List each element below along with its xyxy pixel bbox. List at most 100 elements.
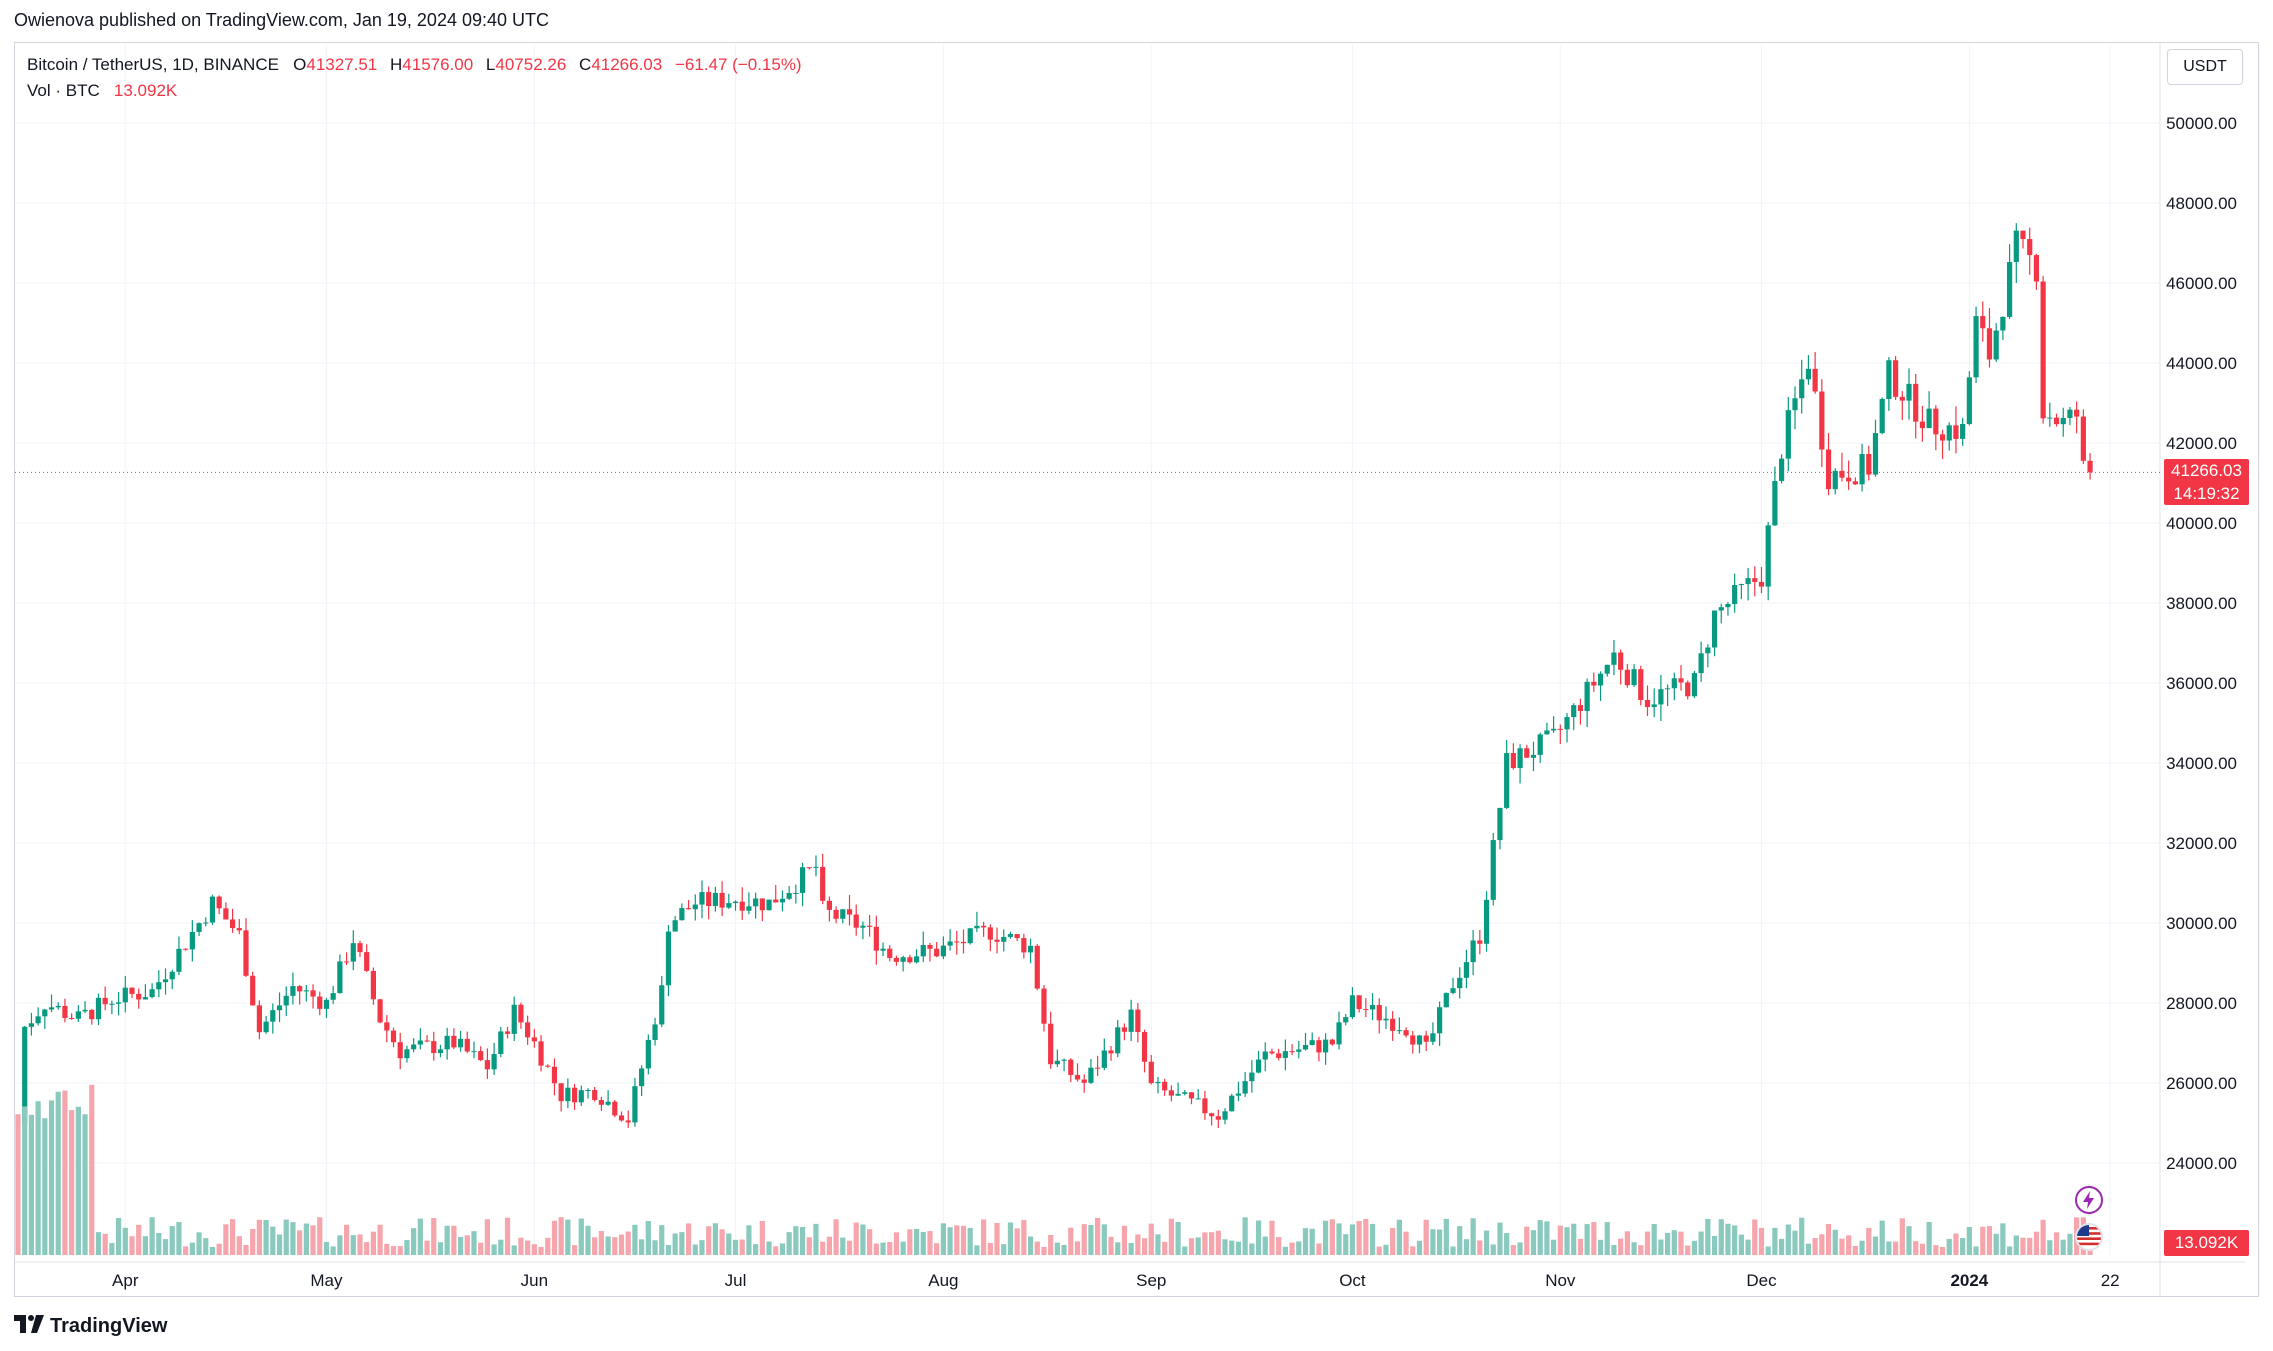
candle-body[interactable] (1618, 652, 1624, 670)
candle-body[interactable] (1571, 705, 1577, 718)
candle-body[interactable] (1182, 1092, 1188, 1094)
candle-body[interactable] (1859, 454, 1865, 485)
candle-body[interactable] (1732, 585, 1738, 604)
candle-body[interactable] (1242, 1081, 1248, 1094)
candle-body[interactable] (1785, 410, 1791, 459)
candle-body[interactable] (1758, 581, 1765, 587)
candle-body[interactable] (109, 1003, 115, 1005)
candle-body[interactable] (1155, 1081, 1161, 1084)
candle-body[interactable] (1551, 728, 1557, 731)
candle-body[interactable] (954, 941, 960, 943)
candle-body[interactable] (538, 1041, 544, 1066)
candle-body[interactable] (1175, 1093, 1181, 1096)
candle-body[interactable] (229, 919, 236, 929)
candle-body[interactable] (216, 896, 222, 909)
candle-body[interactable] (1966, 377, 1972, 425)
candle-body[interactable] (1946, 425, 1952, 441)
candle-body[interactable] (1906, 383, 1912, 401)
candle-body[interactable] (887, 948, 893, 958)
candle-body[interactable] (2000, 316, 2006, 331)
candle-body[interactable] (1604, 664, 1610, 674)
candle-body[interactable] (893, 957, 900, 962)
candle-body[interactable] (1597, 673, 1604, 686)
candle-body[interactable] (444, 1035, 450, 1050)
candle-body[interactable] (981, 925, 987, 928)
candle-body[interactable] (1671, 678, 1677, 689)
candle-body[interactable] (397, 1042, 403, 1059)
candle-body[interactable] (1852, 481, 1858, 485)
candle-body[interactable] (498, 1031, 504, 1054)
candle-body[interactable] (618, 1115, 625, 1121)
candle-body[interactable] (28, 1023, 35, 1027)
candle-body[interactable] (2060, 418, 2066, 425)
candle-body[interactable] (639, 1068, 645, 1087)
candle-body[interactable] (1939, 434, 1946, 441)
candle-body[interactable] (1913, 383, 1919, 422)
candle-body[interactable] (645, 1039, 651, 1069)
candle-body[interactable] (2053, 417, 2060, 425)
candle-body[interactable] (1611, 652, 1617, 665)
candle-body[interactable] (1886, 360, 1892, 400)
candle-body[interactable] (1343, 1017, 1349, 1023)
candle-body[interactable] (940, 945, 946, 957)
candle-body[interactable] (1866, 454, 1872, 475)
candle-body[interactable] (491, 1053, 497, 1070)
candle-body[interactable] (1048, 1023, 1054, 1065)
candle-body[interactable] (1973, 316, 1979, 378)
candle-body[interactable] (1410, 1035, 1416, 1045)
candle-body[interactable] (343, 961, 350, 963)
candle-body[interactable] (337, 961, 343, 994)
candle-body[interactable] (867, 925, 873, 927)
candle-body[interactable] (2074, 409, 2080, 417)
candle-body[interactable] (243, 930, 249, 976)
candle-body[interactable] (706, 892, 712, 907)
lightning-bolt-icon[interactable] (2075, 1186, 2103, 1214)
candle-body[interactable] (558, 1083, 564, 1102)
candle-body[interactable] (1524, 748, 1530, 758)
candle-body[interactable] (1899, 396, 1905, 401)
candle-body[interactable] (464, 1038, 470, 1052)
candle-body[interactable] (1068, 1059, 1074, 1075)
candle-body[interactable] (1960, 424, 1966, 439)
candle-body[interactable] (1282, 1051, 1288, 1058)
candle-body[interactable] (256, 1005, 263, 1033)
candle-body[interactable] (779, 898, 786, 903)
candle-body[interactable] (1235, 1093, 1242, 1096)
candle-body[interactable] (169, 971, 175, 980)
candle-body[interactable] (196, 923, 202, 932)
candle-body[interactable] (571, 1087, 578, 1103)
candle-body[interactable] (35, 1016, 41, 1024)
candle-body[interactable] (2027, 239, 2033, 256)
candle-body[interactable] (726, 903, 732, 908)
candle-body[interactable] (833, 909, 839, 919)
candle-body[interactable] (1443, 992, 1449, 1008)
candle-body[interactable] (55, 1005, 61, 1008)
candle-body[interactable] (592, 1090, 598, 1101)
candle-body[interactable] (1195, 1098, 1201, 1100)
candle-body[interactable] (89, 1009, 95, 1020)
candle-body[interactable] (69, 1017, 75, 1019)
candle-body[interactable] (162, 979, 169, 983)
candle-body[interactable] (95, 997, 102, 1020)
candle-body[interactable] (766, 899, 772, 911)
candle-body[interactable] (1993, 330, 1999, 360)
candle-body[interactable] (1846, 477, 1852, 482)
candle-body[interactable] (1437, 1007, 1443, 1034)
candle-body[interactable] (1054, 1060, 1060, 1065)
candle-body[interactable] (1135, 1009, 1141, 1033)
candle-body[interactable] (431, 1041, 437, 1054)
candle-body[interactable] (1698, 653, 1704, 674)
candle-body[interactable] (1772, 480, 1778, 526)
candle-body[interactable] (759, 898, 765, 911)
candle-body[interactable] (1222, 1111, 1228, 1120)
candle-body[interactable] (1510, 753, 1516, 769)
candle-body[interactable] (115, 1002, 122, 1004)
candle-body[interactable] (799, 867, 806, 893)
candle-body[interactable] (156, 982, 162, 990)
candle-body[interactable] (699, 892, 705, 905)
candle-body[interactable] (793, 892, 799, 894)
currency-button[interactable]: USDT (2167, 49, 2243, 85)
candle-body[interactable] (773, 899, 779, 903)
candle-body[interactable] (317, 996, 323, 1009)
